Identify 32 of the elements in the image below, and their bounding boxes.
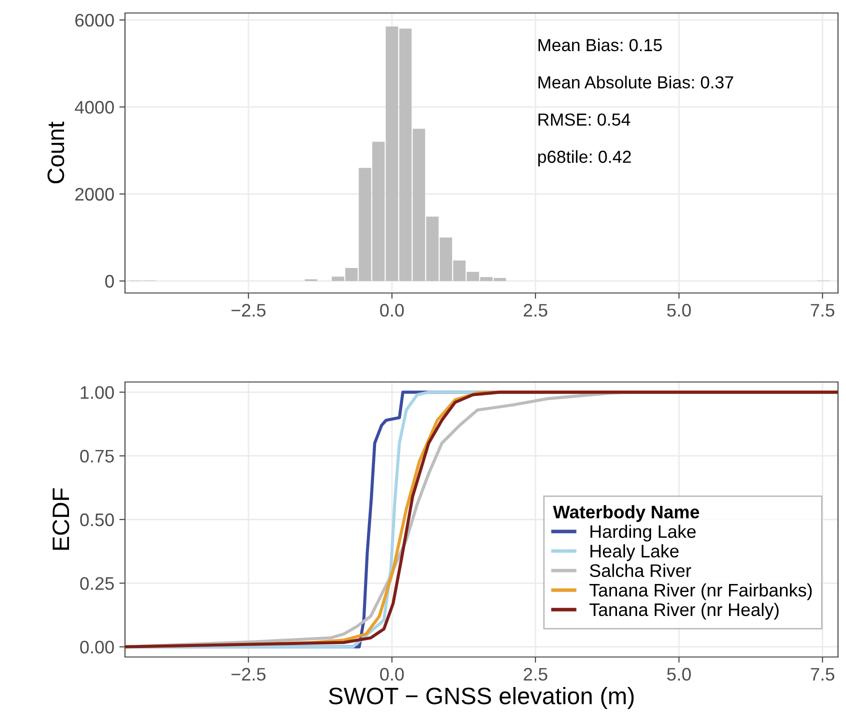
y-axis-title: Count xyxy=(47,122,64,184)
x-tick-label: −2.5 xyxy=(231,304,266,317)
y-tick-label: 0.00 xyxy=(80,640,114,654)
legend-title: Waterbody Name xyxy=(552,505,700,522)
y-tick-label: 4000 xyxy=(74,100,114,114)
legend-label: Tanana River (nr Healy) xyxy=(589,602,779,620)
x-axis-title: SWOT − GNSS elevation (m) xyxy=(328,687,634,710)
legend-label: Salcha River xyxy=(590,564,692,578)
y-tick-label: 0.25 xyxy=(80,577,114,590)
x-tick-label: 5.0 xyxy=(667,668,691,681)
annotation: RMSE: 0.54 xyxy=(538,113,630,126)
x-tick-label: 7.5 xyxy=(810,304,834,317)
annotation: p68tile: 0.42 xyxy=(538,150,631,166)
y-tick-label: 2000 xyxy=(75,188,114,201)
y-tick-label: 0.75 xyxy=(80,450,114,463)
x-tick-label: 0.0 xyxy=(380,304,404,317)
x-tick-label: 2.5 xyxy=(524,304,548,317)
x-tick-label: −2.5 xyxy=(231,668,266,681)
legend-label: Tanana River (nr Fairbanks) xyxy=(589,583,812,600)
y-tick-label: 6000 xyxy=(75,14,114,27)
y-axis-title: ECDF xyxy=(52,488,70,550)
y-tick-label: 0.50 xyxy=(80,513,114,526)
annotation: Mean Bias: 0.15 xyxy=(538,38,662,52)
y-tick-label: 1.00 xyxy=(80,386,114,399)
annotation: Mean Absolute Bias: 0.37 xyxy=(538,76,734,88)
x-tick-label: 5.0 xyxy=(667,304,691,317)
legend-label: Harding Lake xyxy=(590,524,696,542)
legend-label: Healy Lake xyxy=(590,544,679,562)
x-tick-label: 7.5 xyxy=(810,668,834,681)
x-tick-label: 2.5 xyxy=(524,668,548,681)
x-tick-label: 0.0 xyxy=(380,668,404,681)
y-tick-label: 0 xyxy=(105,274,114,288)
